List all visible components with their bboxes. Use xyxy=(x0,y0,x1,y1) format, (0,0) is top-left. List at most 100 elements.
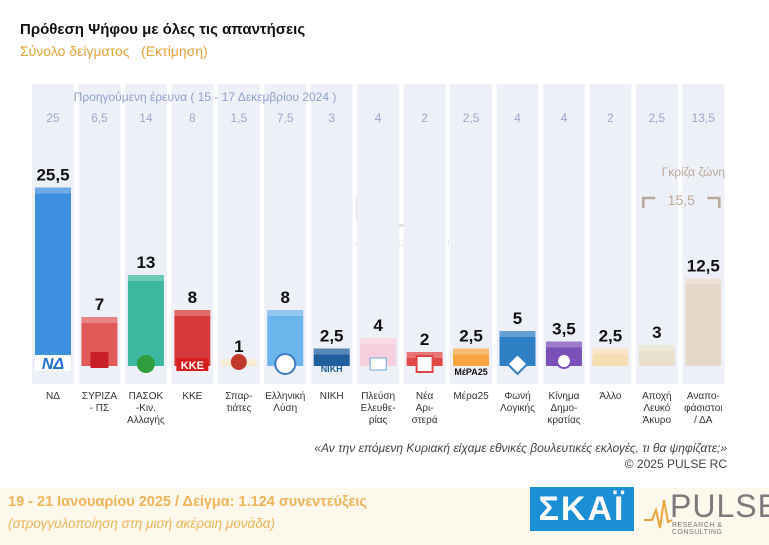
bar xyxy=(685,278,722,366)
bar-highlight xyxy=(267,310,304,316)
value-label: 3 xyxy=(652,323,661,342)
value-label: 2,5 xyxy=(599,327,623,346)
previous-value-label: 13,5 xyxy=(692,111,716,125)
category-label: φάσιστοι xyxy=(684,402,722,414)
value-label: 13 xyxy=(136,253,155,272)
chart-title: Πρόθεση Ψήφου με όλες τις απαντήσεις xyxy=(20,21,306,38)
category-label: Κίνημα xyxy=(548,390,579,402)
bar-highlight xyxy=(453,348,490,355)
bar xyxy=(35,187,71,366)
survey-question: «Αν την επόμενη Κυριακή είχαμε εθνικές β… xyxy=(314,441,727,455)
copyright-note: © 2025 PULSE RC xyxy=(624,457,727,471)
nd-logo-bg xyxy=(35,355,71,371)
category-label: Αναπο- xyxy=(687,391,720,402)
category-label: ρίας xyxy=(369,414,388,426)
value-label: 2,5 xyxy=(320,327,344,346)
chart-subtitle: Σύνολο δείγματος (Εκτίμηση) xyxy=(20,43,208,59)
kinima-logo-icon xyxy=(555,353,572,369)
category-label: Μέρα25 xyxy=(453,390,489,402)
kke-logo-icon: ΚΚΕ xyxy=(181,360,204,372)
previous-value-label: 25 xyxy=(46,111,60,125)
previous-value-label: 4 xyxy=(561,111,568,125)
value-label: 25,5 xyxy=(36,166,69,185)
category-label: ΝΙΚΗ xyxy=(320,391,344,402)
category-label: Αποχή xyxy=(642,390,672,402)
value-label: 5 xyxy=(513,309,522,328)
bar-highlight xyxy=(81,317,118,323)
value-label: 8 xyxy=(281,288,290,307)
bar-highlight xyxy=(360,338,397,344)
previous-value-label: 1,5 xyxy=(230,111,247,125)
value-label: 3,5 xyxy=(552,320,576,339)
value-label: 1 xyxy=(234,337,243,356)
category-label: Αλλαγής xyxy=(127,414,165,426)
category-label: - ΠΣ xyxy=(90,403,110,414)
pulse-logo: PULSE RESEARCH & CONSULTING xyxy=(644,488,769,536)
category-column-bg xyxy=(310,84,353,384)
previous-value-label: 2,5 xyxy=(649,111,666,125)
bar xyxy=(127,275,164,366)
category-column-bg xyxy=(589,84,632,384)
syriza-logo-icon xyxy=(90,352,109,368)
pulse-logo-tag: RESEARCH & CONSULTING xyxy=(672,522,723,536)
elliniki-lysi-logo-icon xyxy=(274,353,297,375)
category-column-bg xyxy=(357,84,400,384)
bar xyxy=(453,348,490,366)
category-label: στερά xyxy=(412,414,438,426)
survey-dates-sample: 19 - 21 Ιανουαρίου 2025 / Δείγμα: 1.124 … xyxy=(8,494,367,510)
pulse-wave-icon xyxy=(644,499,673,529)
plefsi-logo-icon xyxy=(369,357,387,371)
value-label: 8 xyxy=(188,288,197,307)
grey-zone-value: 15,5 xyxy=(668,192,695,208)
bar-highlight xyxy=(685,278,722,285)
rounding-note: (στρογγυλοποίηση στη μισή ακέραιη μονάδα… xyxy=(8,516,275,531)
bar xyxy=(592,348,629,366)
value-label: 2 xyxy=(420,330,429,349)
category-label: τιάτες xyxy=(226,402,251,414)
spartiates-logo-icon xyxy=(230,354,247,370)
previous-value-label: 4 xyxy=(375,111,382,125)
category-column-bg xyxy=(217,84,260,384)
grey-zone-bracket-left xyxy=(642,196,656,208)
category-column-bg xyxy=(450,84,493,384)
category-label: Αρι- xyxy=(416,403,434,414)
bar-highlight xyxy=(127,275,164,281)
category-label: ΠΑΣΟΚ xyxy=(129,391,164,402)
category-label: Δημο- xyxy=(550,403,577,414)
category-label: ΝΔ xyxy=(46,391,60,402)
bar xyxy=(174,310,211,366)
grey-zone-bracket-right xyxy=(707,196,721,208)
category-label: / ΔΑ xyxy=(694,415,713,426)
previous-value-label: 2 xyxy=(421,111,428,125)
mera25-logo-icon: ΜέΡΑ25 xyxy=(454,367,487,377)
category-label: Νέα xyxy=(416,390,434,402)
pasok-logo-icon xyxy=(136,355,155,373)
previous-value-label: 2 xyxy=(607,111,614,125)
previous-value-label: 14 xyxy=(139,111,153,125)
foni-logikis-logo-icon xyxy=(506,352,529,376)
bar-highlight xyxy=(35,187,71,194)
category-column-bg xyxy=(635,84,678,384)
category-label: ΚΚΕ xyxy=(182,391,202,402)
previous-value-label: 7,5 xyxy=(277,111,294,125)
nea-aristera-logo-icon xyxy=(415,355,434,373)
pulse-logo-name: PULSE xyxy=(670,488,769,524)
previous-value-label: 4 xyxy=(514,111,521,125)
category-label: Λύση xyxy=(273,402,297,414)
category-label: Ελληνική xyxy=(265,390,305,402)
previous-value-label: 3 xyxy=(328,111,335,125)
category-label: Άκυρο xyxy=(643,415,672,426)
bar-highlight xyxy=(638,345,675,351)
previous-survey-label: Προηγούμενη έρευνα ( 15 - 17 Δεκεμβρίου … xyxy=(74,90,337,104)
value-label: 2,5 xyxy=(459,327,483,346)
category-label: Λογικής xyxy=(500,402,535,414)
bar-highlight xyxy=(313,348,350,355)
vote-intention-bar-chart: Προηγούμενη έρευνα ( 15 - 17 Δεκεμβρίου … xyxy=(32,84,725,426)
category-label: ΣΥΡΙΖΑ xyxy=(82,391,117,402)
category-column-bg xyxy=(542,84,585,384)
category-label: Πλεύση xyxy=(361,390,395,402)
category-label: Λευκό xyxy=(643,402,670,414)
skai-logo: ΣΚΑΪ xyxy=(530,487,634,531)
value-label: 4 xyxy=(373,316,383,335)
bar xyxy=(638,345,675,366)
